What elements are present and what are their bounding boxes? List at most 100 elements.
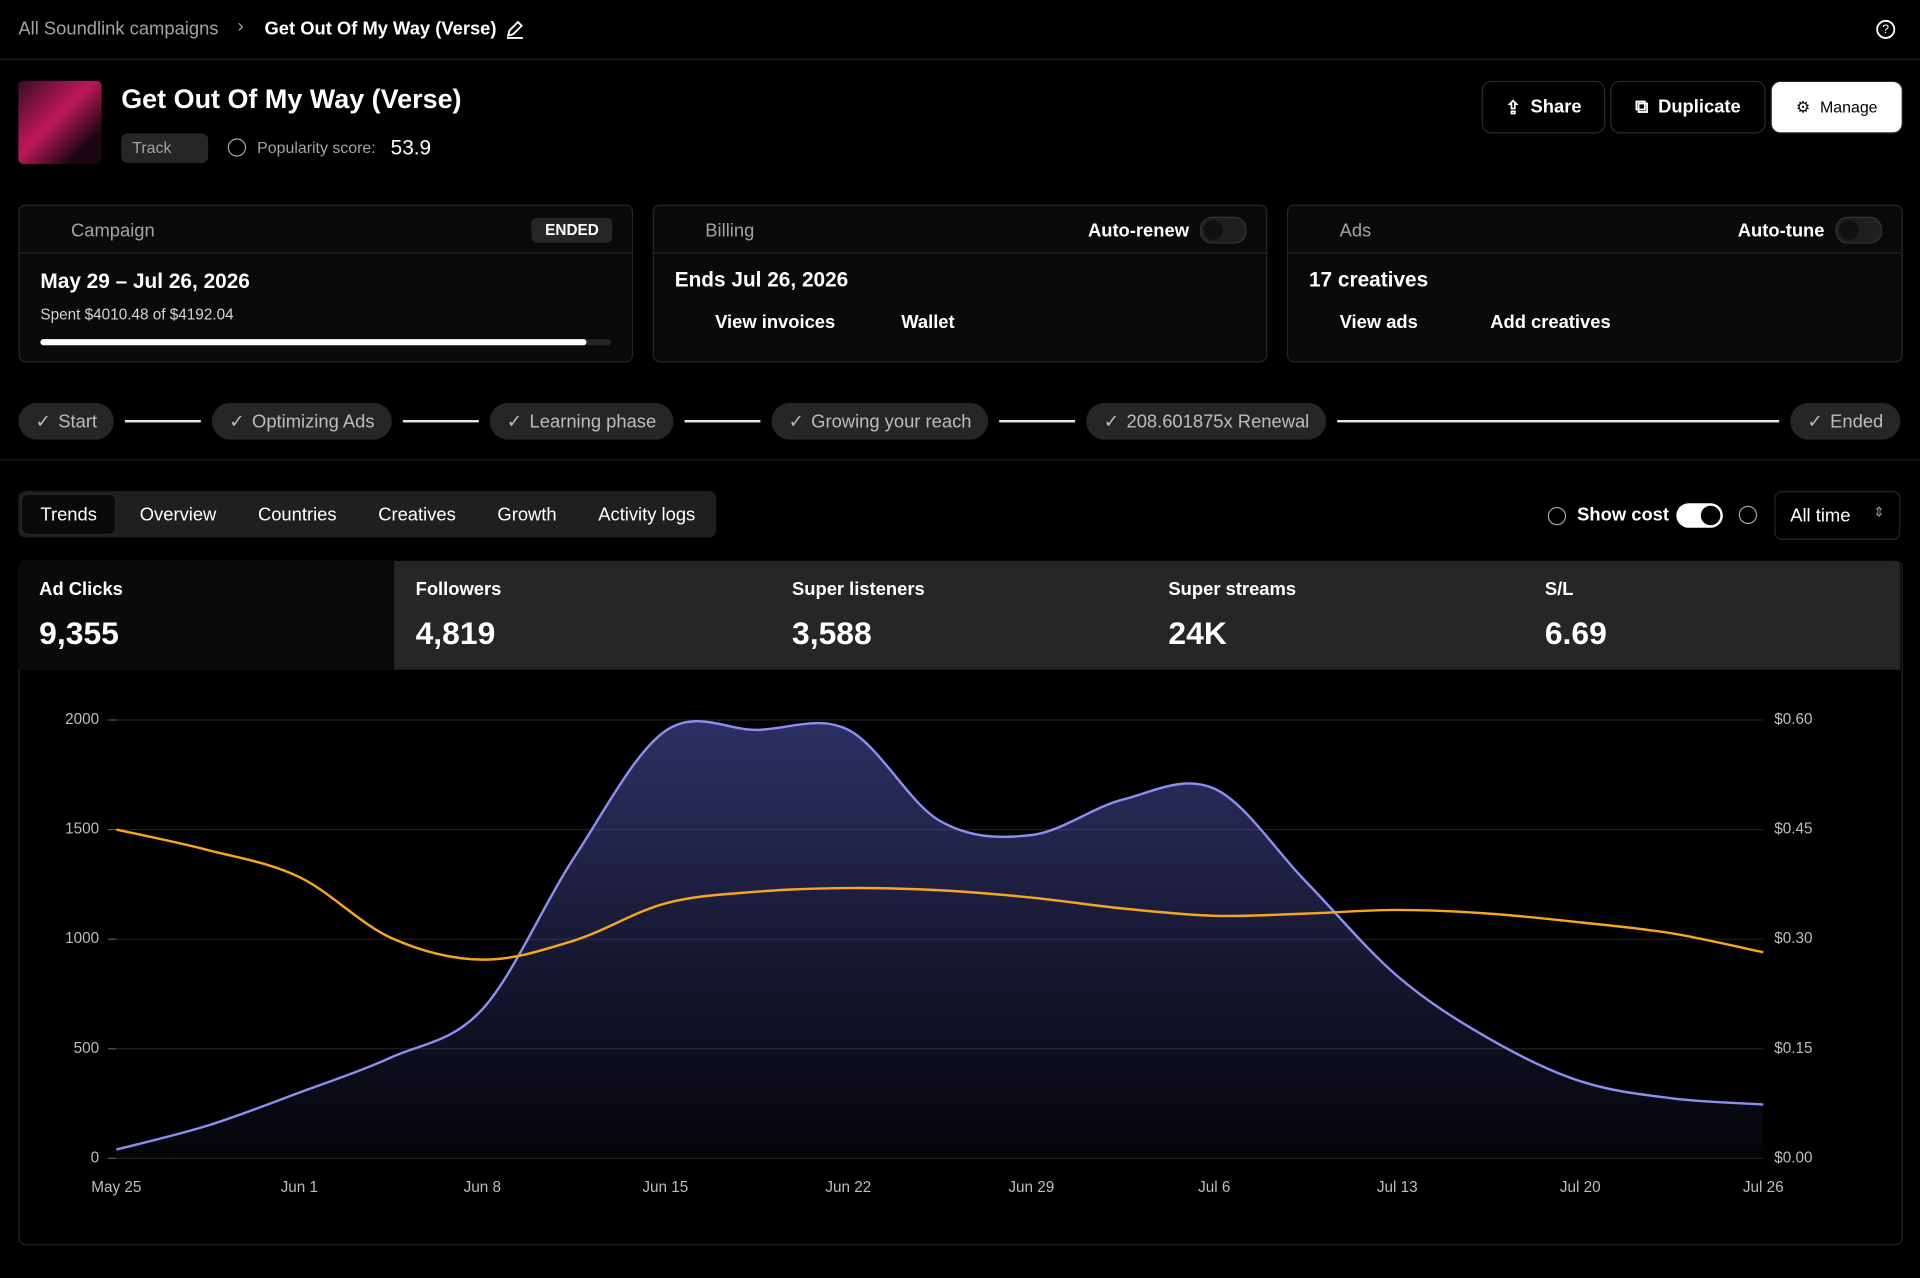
tab[interactable]: Growth bbox=[497, 503, 557, 525]
y-tick-label: 0 bbox=[91, 1149, 100, 1166]
step: ✓ 208.601875x Renewal bbox=[1086, 402, 1327, 440]
auto-renew-toggle[interactable] bbox=[1200, 216, 1247, 244]
metric[interactable]: Followers 4,819 bbox=[395, 561, 771, 670]
metric-label: Followers bbox=[415, 579, 502, 601]
auto-tune-toggle[interactable] bbox=[1835, 216, 1883, 244]
breadcrumb-current: Get Out Of My Way (Verse) bbox=[264, 18, 497, 40]
step-label: Growing your reach bbox=[811, 410, 972, 432]
link[interactable]: View invoices bbox=[715, 312, 836, 334]
y2-tick-label: $0.15 bbox=[1774, 1040, 1812, 1057]
track-tag[interactable]: Track bbox=[121, 133, 209, 163]
campaign-card: Campaign ENDED May 29 – Jul 26, 2026 Spe… bbox=[18, 204, 634, 363]
button-label: Duplicate bbox=[1658, 96, 1741, 118]
connector bbox=[125, 420, 202, 423]
cover-art bbox=[18, 80, 102, 165]
range-label: All time bbox=[1790, 505, 1851, 527]
clock-icon bbox=[1738, 505, 1758, 525]
y2-tick-label: $0.45 bbox=[1774, 821, 1812, 838]
tabs: Trends Overview Countries Creatives Grow… bbox=[18, 491, 717, 538]
info-icon bbox=[227, 138, 247, 157]
connector bbox=[1337, 420, 1780, 423]
metric-value: 6.69 bbox=[1544, 614, 1607, 652]
x-tick-label: Jul 26 bbox=[1743, 1179, 1784, 1196]
breadcrumb-sep: › bbox=[237, 15, 244, 37]
card-label: Billing bbox=[705, 220, 755, 242]
metric-value: 9,355 bbox=[39, 614, 119, 652]
ads-card: Ads Auto-tune 17 creatives View ads Add … bbox=[1286, 204, 1903, 363]
metric[interactable]: Super streams 24K bbox=[1148, 561, 1524, 670]
metric-value: 3,588 bbox=[792, 614, 872, 652]
connector bbox=[999, 420, 1076, 423]
step-label: Optimizing Ads bbox=[252, 410, 375, 432]
metric[interactable]: Ad Clicks 9,355 bbox=[18, 560, 395, 670]
show-cost-toggle[interactable] bbox=[1676, 503, 1723, 528]
card-header bbox=[1288, 206, 1902, 254]
step: ✓ Start bbox=[18, 402, 115, 440]
info-icon bbox=[1547, 506, 1567, 526]
x-tick-label: Jun 1 bbox=[281, 1179, 318, 1196]
x-tick-label: Jul 13 bbox=[1377, 1179, 1418, 1196]
range-select[interactable]: All time ⇕ bbox=[1774, 491, 1901, 541]
status-badge: ENDED bbox=[531, 217, 613, 243]
x-tick-label: Jun 8 bbox=[464, 1179, 501, 1196]
area-fill bbox=[116, 721, 1764, 1159]
button-label: Share bbox=[1530, 96, 1582, 118]
divider bbox=[0, 459, 1920, 461]
campaign-dates: May 29 – Jul 26, 2026 bbox=[40, 269, 250, 293]
toggle-label: Auto-tune bbox=[1737, 220, 1825, 242]
y2-tick-label: $0.60 bbox=[1774, 711, 1812, 728]
metric[interactable]: Super listeners 3,588 bbox=[771, 561, 1147, 670]
metric-value: 4,819 bbox=[415, 614, 496, 652]
tab[interactable]: Creatives bbox=[378, 503, 456, 525]
connector bbox=[684, 420, 761, 423]
step-label: 208.601875x Renewal bbox=[1126, 410, 1310, 432]
spent-text: Spent $4010.48 of $4192.04 bbox=[40, 306, 234, 324]
step: ✓ Learning phase bbox=[489, 402, 674, 440]
link[interactable]: Wallet bbox=[901, 312, 955, 334]
creative-count: 17 creatives bbox=[1308, 268, 1429, 292]
x-tick-label: Jun 22 bbox=[825, 1179, 871, 1196]
tab[interactable]: Activity logs bbox=[598, 503, 696, 525]
metric[interactable]: S/L 6.69 bbox=[1524, 561, 1900, 670]
metric-value: 24K bbox=[1168, 614, 1227, 652]
tab[interactable]: Countries bbox=[257, 503, 337, 525]
toggle-label: Auto-renew bbox=[1087, 220, 1189, 242]
y2-tick-label: $0.30 bbox=[1774, 930, 1812, 947]
billing-ends: Ends Jul 26, 2026 bbox=[674, 268, 849, 292]
metric-label: Ad Clicks bbox=[39, 579, 123, 601]
connector bbox=[402, 420, 479, 423]
x-tick-label: Jun 15 bbox=[642, 1179, 688, 1196]
svg-text:?: ? bbox=[1882, 22, 1889, 36]
step: ✓ Growing your reach bbox=[771, 402, 989, 440]
step-label: Learning phase bbox=[529, 410, 657, 432]
step: ✓ Optimizing Ads bbox=[212, 402, 392, 440]
button-label: Manage bbox=[1819, 97, 1878, 117]
help-icon[interactable]: ? bbox=[1875, 18, 1897, 40]
y-tick-label: 2000 bbox=[65, 711, 99, 728]
breadcrumb-link[interactable]: All Soundlink campaigns bbox=[18, 18, 219, 40]
card-header bbox=[19, 206, 632, 254]
progress-fill bbox=[40, 339, 587, 346]
tab[interactable]: Overview bbox=[139, 503, 217, 525]
duplicate-button[interactable]: ⧉ Duplicate bbox=[1610, 80, 1766, 134]
step-label: Ended bbox=[1830, 410, 1884, 432]
card-header bbox=[653, 206, 1267, 254]
series-line bbox=[116, 720, 1764, 1151]
popularity-score: 53.9 bbox=[390, 135, 432, 160]
link[interactable]: Add creatives bbox=[1490, 312, 1611, 334]
link[interactable]: View ads bbox=[1339, 312, 1418, 334]
manage-button[interactable]: ⚙ Manage bbox=[1770, 80, 1903, 134]
metric-label: Super listeners bbox=[792, 579, 925, 601]
show-cost-label: Show cost bbox=[1577, 504, 1669, 526]
edit-icon[interactable] bbox=[504, 18, 525, 39]
tab[interactable]: Trends bbox=[20, 493, 117, 536]
divider bbox=[0, 58, 1920, 61]
metric-label: S/L bbox=[1544, 579, 1574, 601]
y2-tick-label: $0.00 bbox=[1774, 1149, 1812, 1166]
metric-label: Super streams bbox=[1168, 579, 1297, 601]
share-button[interactable]: ⇪ Share bbox=[1481, 80, 1606, 134]
x-tick-label: May 25 bbox=[91, 1179, 141, 1196]
